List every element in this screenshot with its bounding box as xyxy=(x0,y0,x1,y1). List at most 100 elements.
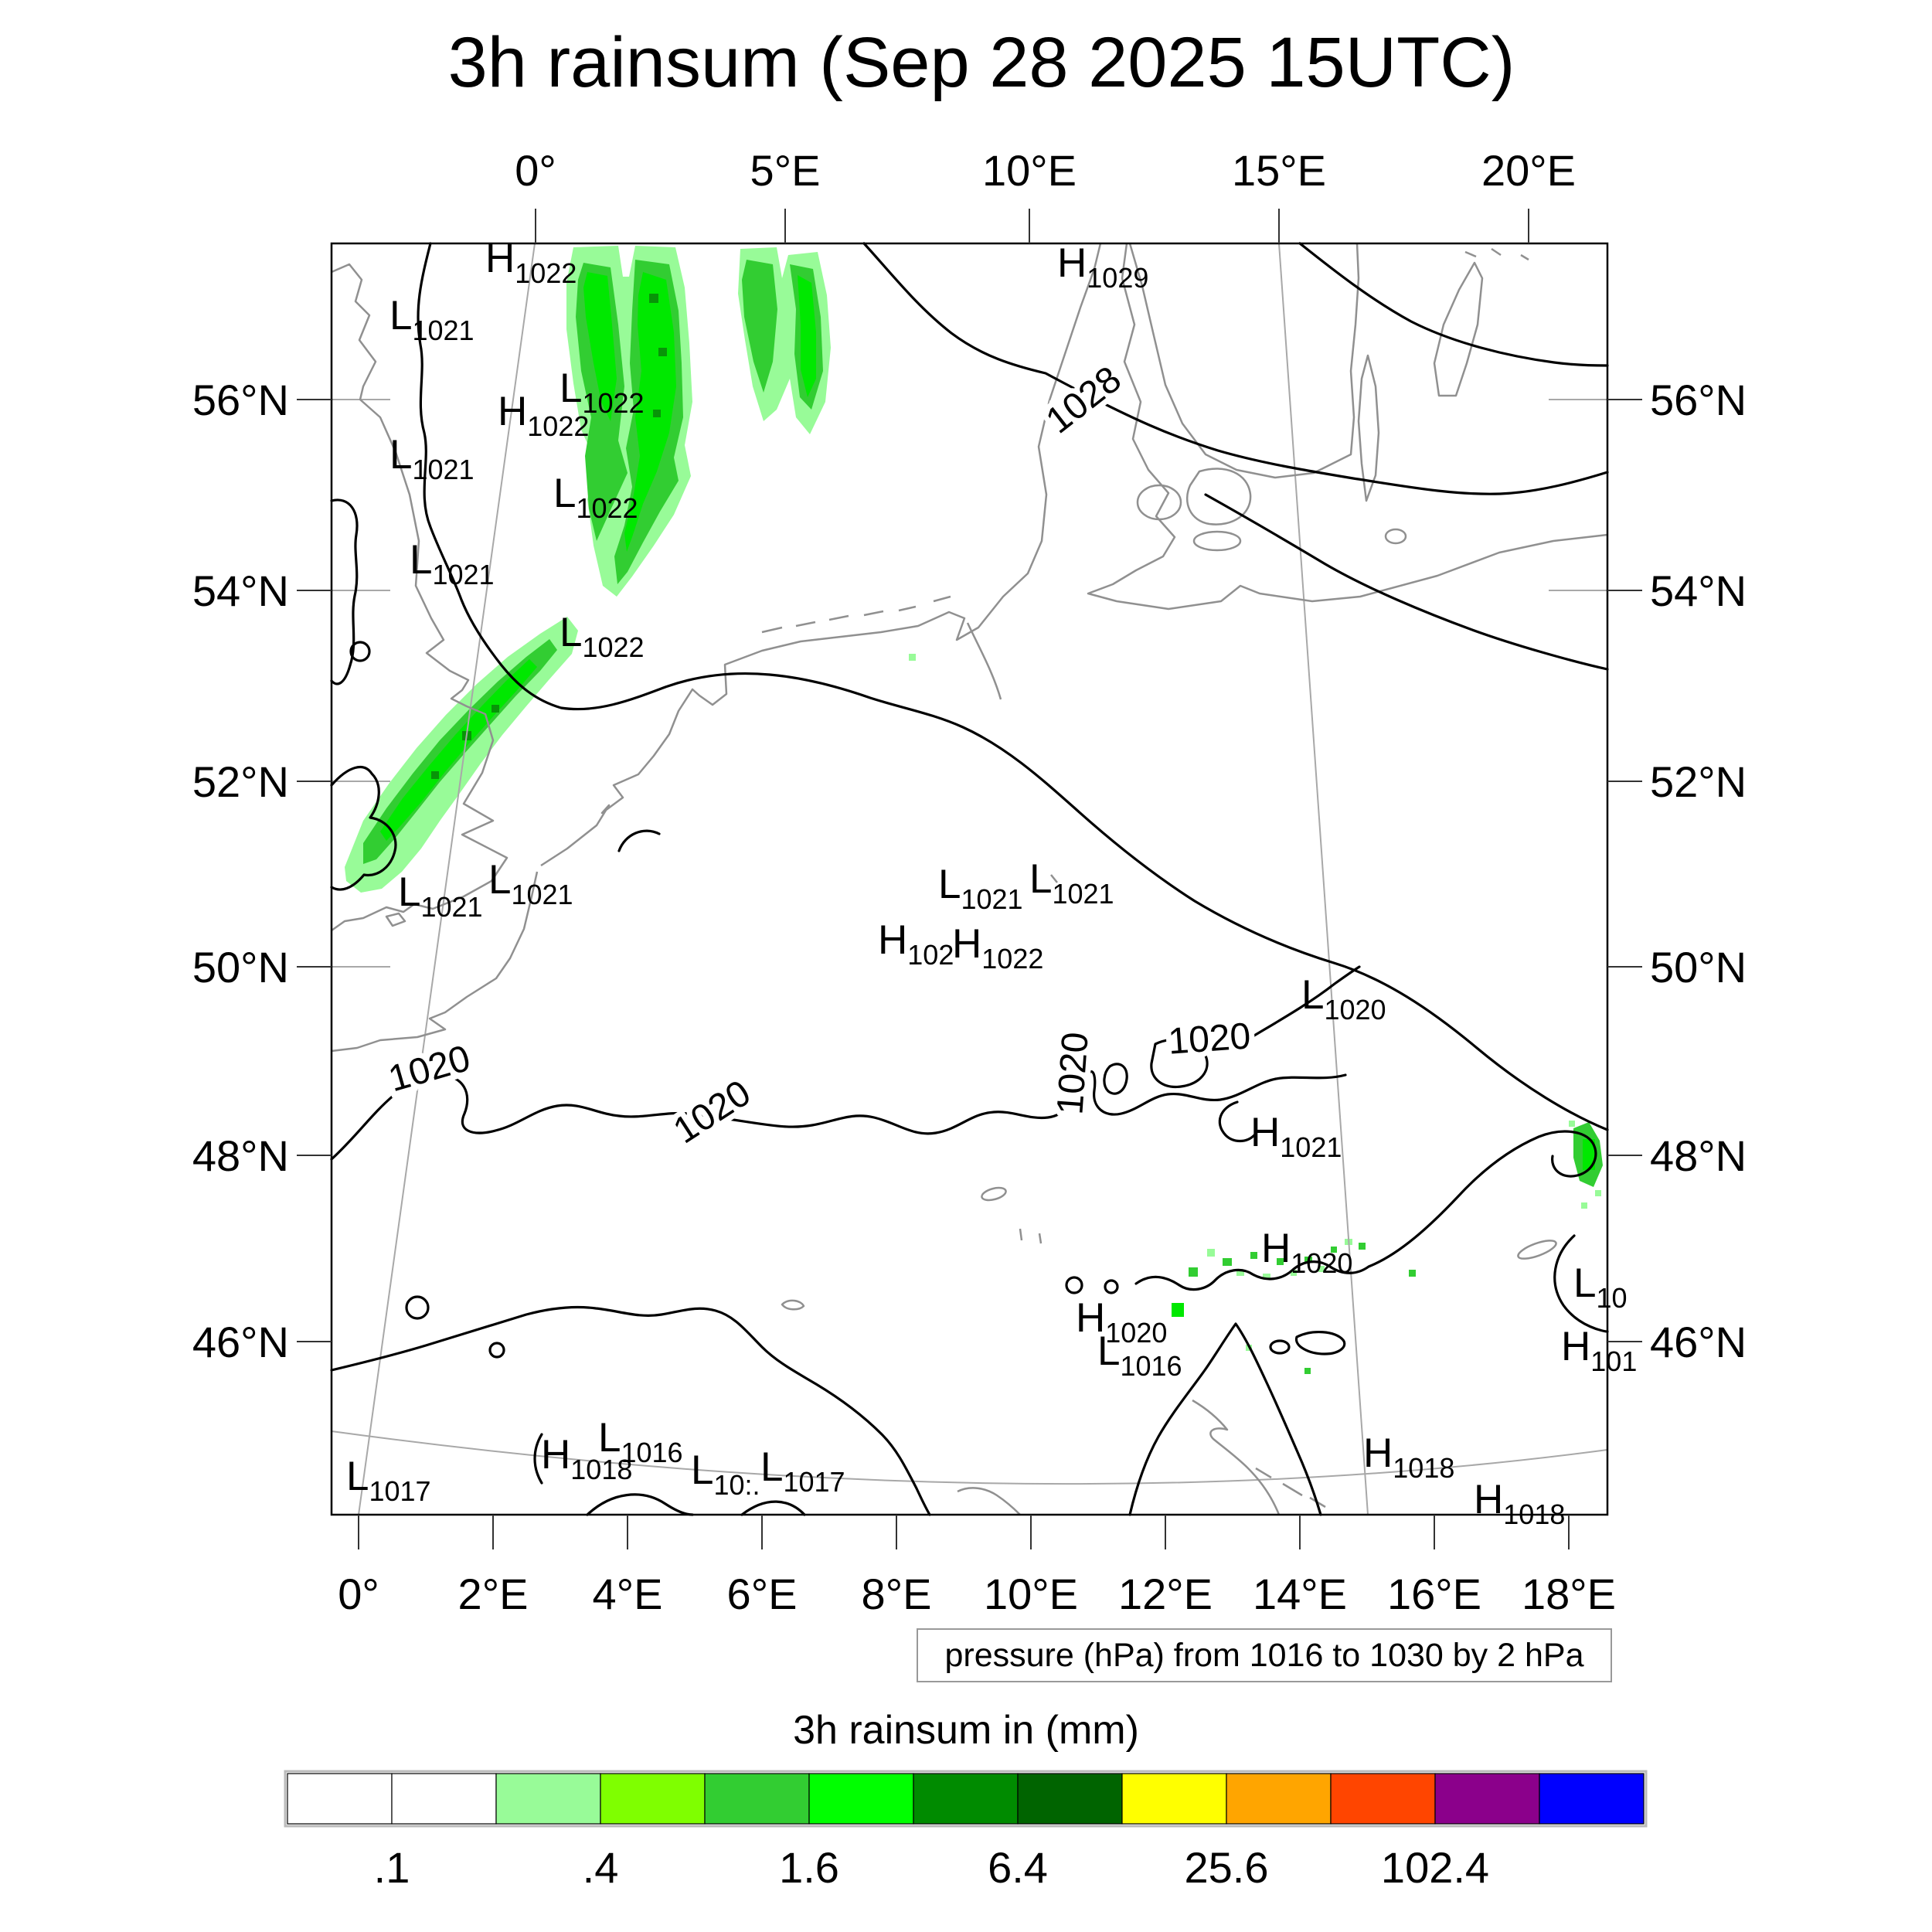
bottom-axis-label: 18°E xyxy=(1522,1570,1616,1618)
colorbar-cell xyxy=(808,1773,914,1825)
rain-speck xyxy=(1595,1190,1601,1196)
rain-specks-layer xyxy=(431,294,1601,1374)
colorbar-outline xyxy=(284,1770,1648,1828)
isobar-ring xyxy=(1065,1276,1083,1294)
pressure-center-l-1016: L1016 xyxy=(1097,1328,1182,1382)
rain-speck xyxy=(1304,1368,1311,1374)
pressure-center-h-1018: H1018 xyxy=(1474,1477,1565,1530)
rain-shading-layer xyxy=(345,246,1603,1187)
rain-speck xyxy=(431,771,439,779)
colorbar-cell xyxy=(1539,1773,1645,1825)
isobar-1016-south xyxy=(330,1305,931,1516)
isobar-1022-west xyxy=(417,242,1609,1131)
isobar-ring xyxy=(1104,1279,1119,1294)
alpine-lakes xyxy=(1019,1228,1043,1244)
pressure-legend-box xyxy=(917,1628,1612,1682)
meridian-15E xyxy=(1278,243,1369,1515)
colorbar-cell xyxy=(1121,1773,1227,1825)
isobar-1026-baltic xyxy=(1204,493,1609,671)
coast-adriatic xyxy=(1192,1399,1281,1515)
pressure-center-l-1022: L1022 xyxy=(553,471,638,524)
rain-speck xyxy=(1409,1270,1416,1277)
rain-speck xyxy=(1223,1258,1232,1266)
colorbar-tick-label: 102.4 xyxy=(1381,1843,1489,1892)
isobar-bottom-fragment-2 xyxy=(740,1500,806,1516)
coast-sweden xyxy=(1128,243,1360,479)
pressure-center-l-1017: L1017 xyxy=(346,1454,431,1507)
map-frame xyxy=(330,242,1609,1516)
isobar-h1021-arc xyxy=(1218,1100,1256,1143)
islet-mark xyxy=(1050,874,1058,883)
page-title: 3h rainsum (Sep 28 2025 15UTC) xyxy=(448,23,1515,102)
right-axis-label: 46°N xyxy=(1650,1318,1747,1366)
isobar-1020-fragment xyxy=(1245,965,1361,1042)
wadden-island-dashes xyxy=(761,595,951,634)
rain-speck xyxy=(1291,1270,1297,1276)
colorbar-tick-label: 1.6 xyxy=(779,1843,839,1892)
rain-area xyxy=(380,659,537,841)
croatian-island-dashes xyxy=(1255,1467,1326,1509)
pressure-center-l-1022: L1022 xyxy=(560,366,645,419)
contour-label-1020: 1020 xyxy=(384,1038,474,1100)
coastline-layer xyxy=(331,243,1608,1515)
graticule-layer xyxy=(331,243,1608,1515)
parallel-45N xyxy=(331,1430,1608,1485)
pressure-center-h-1029: H1029 xyxy=(1057,240,1148,294)
isobar-blob-1 xyxy=(1150,1038,1209,1089)
colorbar-cell xyxy=(391,1773,497,1825)
rain-speck xyxy=(658,348,667,356)
bottom-axis-label: 16°E xyxy=(1387,1570,1481,1618)
map-frame-layer xyxy=(297,209,1642,1549)
pressure-center-l-10: L10 xyxy=(1573,1260,1628,1314)
pressure-center-l-1021: L1021 xyxy=(410,537,495,590)
colorbar-tick-label: .1 xyxy=(374,1843,410,1892)
lake-geneva xyxy=(781,1299,805,1311)
contour-label-1020: 1020 xyxy=(666,1073,757,1152)
isobar-1030-ne xyxy=(1298,242,1609,367)
pressure-center-l-1021: L1021 xyxy=(488,857,573,910)
bottom-axis-label: 12°E xyxy=(1118,1570,1213,1618)
right-axis-label: 52°N xyxy=(1650,757,1747,806)
rain-speck xyxy=(1583,1139,1595,1170)
rain-speck xyxy=(1172,1303,1184,1317)
island-fyn xyxy=(1136,484,1182,521)
coast-france-channel xyxy=(331,871,539,1053)
island-sjaelland xyxy=(1185,468,1252,526)
colorbar-cell xyxy=(704,1773,810,1825)
coast-britain xyxy=(331,263,509,932)
coast-liguria xyxy=(957,1487,1021,1515)
contour-label-1028: 1028 xyxy=(1039,359,1129,442)
lake-balaton xyxy=(1517,1240,1557,1260)
isobar-alps-peak xyxy=(1128,1322,1322,1516)
left-axis-label: 46°N xyxy=(192,1318,289,1366)
pressure-center-l-1021: L1021 xyxy=(389,293,474,346)
left-axis-label: 54°N xyxy=(192,566,289,615)
colorbar-labels: .1 .4 1.6 6.4 25.6 102.4 xyxy=(374,1843,1489,1892)
meridian-0E xyxy=(358,243,536,1515)
rain-speck xyxy=(1581,1202,1587,1209)
right-axis-label: 54°N xyxy=(1650,566,1747,615)
pressure-center-l-1016: L1016 xyxy=(598,1415,683,1468)
pressure-center-h-1022: H1022 xyxy=(498,389,589,442)
contour-label-layer: 1028 1020 1020 1020 1020 xyxy=(379,353,1257,1157)
rain-speck xyxy=(1207,1249,1215,1257)
rain-speck xyxy=(1359,1243,1366,1250)
pressure-center-l-1021: L1021 xyxy=(398,869,483,923)
island-bornholm xyxy=(1384,528,1407,545)
isobar-paren-arc xyxy=(533,1433,543,1485)
rain-area xyxy=(583,272,617,421)
isobar-ring xyxy=(488,1342,505,1359)
rain-speck xyxy=(1277,1258,1284,1265)
right-axis-label: 48°N xyxy=(1650,1131,1747,1180)
colorbar-title: 3h rainsum in (mm) xyxy=(793,1708,1139,1753)
left-axis-label: 50°N xyxy=(192,943,289,992)
colorbar-cell xyxy=(495,1773,601,1825)
pressure-center-l-1020: L1020 xyxy=(1301,972,1386,1026)
isobar-47n-wiggle xyxy=(1134,1130,1597,1291)
top-axis-label: 10°E xyxy=(982,146,1077,195)
top-axis-label: 20°E xyxy=(1481,146,1576,195)
river-elbe xyxy=(966,622,1002,700)
pressure-center-layer: H1022L1021L1022H1022L1021L1022L1021L1022… xyxy=(346,236,1637,1530)
isobar-left-loop xyxy=(330,498,359,685)
